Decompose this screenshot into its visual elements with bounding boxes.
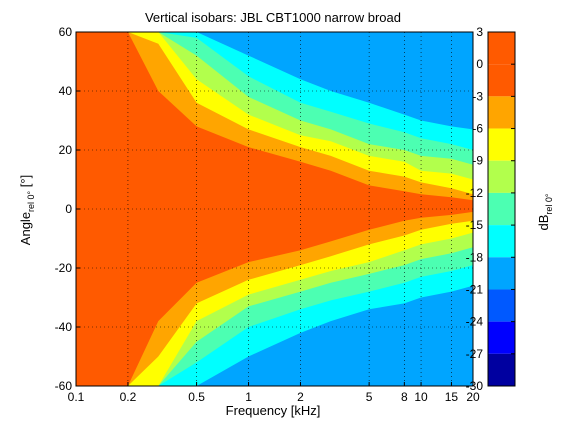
colorbar-swatch [488,128,515,161]
colorbar-tick-label: -12 [466,186,484,200]
x-tick-label: 0.1 [68,390,85,404]
x-tick-label: 20 [466,390,480,404]
colorbar-swatch [488,160,515,193]
colorbar-tick-label: -24 [466,315,484,329]
colorbar-swatch [488,257,515,290]
x-axis-ticks: 0.1 0.2 0.5 1 2 5 8 10 15 20 [68,382,480,404]
y-tick-label: 0 [65,202,72,216]
colorbar-frame [487,31,516,387]
colorbar-tick-label: -27 [466,347,484,361]
y-axis-label-main: Angle [18,212,33,245]
x-tick-label: 1 [245,390,252,404]
colorbar-swatch [488,64,515,97]
colorbar-label-sub: rel 0° [544,193,554,215]
colorbar-swatch [488,321,515,354]
colorbar-tick-label: -9 [472,154,483,168]
y-axis-ticks: 60 40 20 0 -20 -40 -60 [55,25,80,393]
y-axis-label: Anglerel 0° [°] [18,175,36,245]
heatmap-plot-area [75,31,474,387]
y-axis-label-unit: [°] [18,175,33,191]
chart-title: Vertical isobars: JBL CBT1000 narrow bro… [145,10,401,25]
colorbar-label: dBrel 0° [536,193,554,230]
x-tick-label: 15 [445,390,459,404]
colorbar-tick-label: -6 [472,122,483,136]
colorbar-tick-label: -3 [472,89,483,103]
heatmap-band-m3 [76,32,473,386]
colorbar-label-main: dB [536,215,551,231]
colorbar-tick-label: -21 [466,282,484,296]
x-tick-label: 0.5 [188,390,205,404]
y-tick-label: -20 [55,261,73,275]
colorbar-tick-label: -18 [466,250,484,264]
colorbar-tick-label: -30 [466,379,484,393]
heatmap-bands [76,32,473,386]
y-axis-label-sub: rel 0° [26,190,36,212]
y-tick-label: 60 [59,25,73,39]
colorbar-swatch [488,32,515,65]
y-tick-label: 20 [59,143,73,157]
x-tick-label: 10 [414,390,428,404]
colorbar-swatch [488,192,515,226]
colorbar-tick-label: 3 [476,25,483,39]
y-tick-label: 40 [59,84,73,98]
colorbar-tick-label: 0 [476,57,483,71]
colorbar-swatch [488,96,515,129]
colorbar-swatch [488,353,515,386]
y-tick-label: -40 [55,320,73,334]
x-axis-label: Frequency [kHz] [226,403,321,418]
x-tick-label: 8 [401,390,408,404]
x-tick-label: 0.2 [120,390,137,404]
colorbar-swatch [488,225,515,258]
x-tick-label: 5 [366,390,373,404]
x-tick-label: 2 [297,390,304,404]
y-tick-label: -60 [55,379,73,393]
colorbar: 3 0 -3 -6 -9 -12 -15 -18 -21 -24 -27 -30 [466,25,516,393]
colorbar-tick-label: -15 [466,218,484,232]
colorbar-swatch [488,289,515,322]
